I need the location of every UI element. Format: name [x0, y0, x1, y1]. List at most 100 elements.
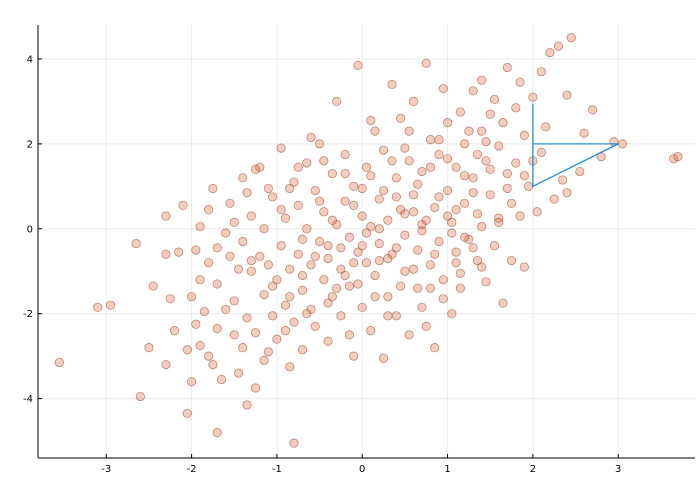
scatter-point	[225, 198, 235, 208]
scatter-point	[182, 408, 192, 419]
scatter-point	[344, 232, 355, 242]
scatter-point	[242, 188, 252, 198]
scatter-point	[361, 228, 372, 238]
scatter-point	[562, 188, 572, 198]
scatter-point	[357, 241, 367, 251]
scatter-point	[366, 222, 376, 232]
scatter-point	[135, 391, 145, 402]
scatter-point	[451, 205, 461, 215]
scatter-point	[519, 130, 529, 140]
scatter-point	[131, 239, 141, 249]
scatter-point	[455, 283, 465, 293]
scatter-point	[430, 249, 440, 259]
y-tick-label: -2	[23, 309, 33, 320]
scatter-point	[221, 304, 231, 315]
scatter-point	[383, 215, 393, 225]
scatter-point	[289, 438, 299, 448]
scatter-point	[204, 351, 214, 361]
scatter-point	[396, 281, 406, 291]
scatter-point	[314, 139, 325, 149]
scatter-point	[259, 355, 269, 365]
scatter-point	[413, 283, 423, 293]
scatter-point	[421, 215, 431, 225]
scatter-point	[238, 343, 248, 353]
scatter-point	[468, 86, 478, 96]
scatter-point	[280, 213, 291, 223]
scatter-point	[374, 224, 384, 234]
scatter-point	[306, 260, 316, 270]
scatter-point	[353, 279, 363, 289]
scatter-point	[430, 343, 440, 353]
scatter-point	[233, 368, 244, 378]
scatter-point	[434, 192, 444, 202]
scatter-point	[340, 270, 350, 281]
scatter-point	[489, 94, 500, 104]
scatter-point	[306, 132, 316, 143]
scatter-point	[191, 319, 201, 329]
scatter-point	[669, 154, 679, 164]
scatter-point	[233, 264, 244, 274]
scatter-point	[349, 351, 359, 361]
overlay-lines	[532, 103, 619, 188]
scatter-point	[54, 357, 64, 368]
scatter-point	[417, 226, 427, 236]
x-tick-label: 3	[615, 464, 621, 475]
scatter-point	[417, 166, 427, 177]
scatter-point	[506, 198, 517, 208]
scatter-point	[460, 171, 470, 181]
scatter-point	[541, 122, 551, 132]
scatter-point	[477, 222, 487, 232]
scatter-point	[472, 256, 483, 266]
scatter-point	[242, 313, 252, 323]
scatter-point	[204, 205, 214, 215]
scatter-point	[208, 183, 218, 194]
scatter-point	[246, 266, 256, 276]
scatter-point	[472, 209, 483, 219]
scatter-point	[617, 139, 628, 149]
scatter-point	[404, 126, 414, 136]
scatter-point	[169, 326, 180, 336]
scatter-point	[250, 328, 261, 338]
scatter-point	[370, 126, 380, 136]
scatter-point	[524, 181, 534, 191]
scatter-point	[378, 353, 389, 363]
scatter-point	[391, 243, 401, 253]
scatter-point	[242, 400, 252, 410]
scatter-point	[349, 181, 359, 191]
scatter-point	[391, 311, 401, 321]
scatter-point	[199, 306, 209, 317]
scatter-point	[268, 311, 278, 321]
scatter-point	[246, 211, 256, 221]
scatter-point	[408, 264, 419, 274]
scatter-point	[425, 283, 436, 293]
overlay-line	[532, 103, 619, 188]
scatter-point	[161, 249, 171, 259]
scatter-point	[383, 311, 393, 321]
scatter-point	[404, 156, 414, 166]
scatter-point	[438, 275, 448, 285]
scatter-point	[221, 228, 231, 238]
scatter-point	[481, 277, 491, 287]
scatter-point	[562, 90, 572, 100]
x-tick-label: -2	[187, 464, 197, 475]
scatter-point	[212, 427, 222, 438]
scatter-point	[186, 376, 197, 387]
scatter-point	[285, 183, 295, 194]
scatter-point	[442, 211, 453, 221]
scatter-point	[319, 156, 329, 166]
scatter-point	[673, 151, 683, 162]
scatter-point	[276, 205, 286, 215]
scatter-point	[396, 113, 406, 123]
scatter-points	[54, 33, 683, 448]
scatter-point	[515, 77, 525, 87]
scatter-point	[259, 224, 269, 234]
scatter-point	[229, 296, 239, 306]
scatter-point	[246, 256, 256, 266]
scatter-point	[212, 323, 222, 334]
scatter-point	[519, 262, 529, 272]
scatter-point	[353, 247, 363, 257]
scatter-point	[575, 166, 585, 177]
scatter-point	[285, 362, 295, 372]
scatter-point	[293, 162, 303, 172]
scatter-point	[442, 185, 453, 196]
